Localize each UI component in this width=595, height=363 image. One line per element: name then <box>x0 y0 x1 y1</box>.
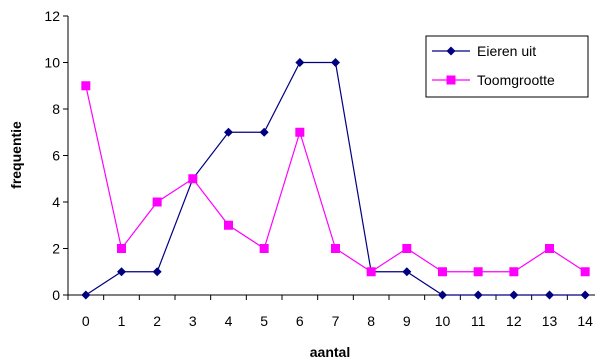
y-tick-label: 12 <box>44 8 60 24</box>
x-tick-label: 11 <box>471 313 486 329</box>
data-point <box>152 197 162 207</box>
data-point <box>473 290 483 300</box>
x-tick-label: 7 <box>332 313 340 329</box>
legend-item: Eieren uit <box>432 43 536 59</box>
data-point <box>509 290 519 300</box>
data-point <box>117 267 126 277</box>
data-point <box>259 244 269 253</box>
y-axis: 0 2 4 6 8 10 12 <box>44 8 69 303</box>
data-point <box>224 127 233 137</box>
legend-marker <box>446 46 456 56</box>
data-point <box>580 267 590 277</box>
data-point <box>366 267 376 277</box>
x-tick-label: 9 <box>403 313 411 329</box>
series-area <box>81 58 590 300</box>
x-tick-label: 12 <box>506 313 522 329</box>
y-tick-label: 6 <box>52 148 60 164</box>
data-point <box>117 244 126 253</box>
data-point <box>81 290 91 300</box>
data-point <box>509 267 519 277</box>
legend-marker <box>446 75 456 85</box>
x-tick-label: 5 <box>260 313 268 329</box>
data-point <box>81 81 91 91</box>
data-point <box>438 290 447 300</box>
data-point <box>545 244 554 253</box>
legend-label: Eieren uit <box>477 43 536 59</box>
legend: Eieren uit Toomgrootte <box>425 35 589 98</box>
legend-box <box>425 35 589 98</box>
y-tick-label: 0 <box>52 287 60 303</box>
legend-label: Toomgrootte <box>477 72 555 88</box>
data-point <box>259 127 269 137</box>
legend-item: Toomgrootte <box>432 72 555 88</box>
data-point <box>295 58 305 67</box>
y-tick-label: 8 <box>52 101 60 117</box>
x-axis: 0 1 2 3 4 5 6 7 8 9 10 11 12 13 14 <box>67 294 595 329</box>
data-point <box>580 290 590 300</box>
x-tick-label: 4 <box>225 313 233 329</box>
x-tick-label: 8 <box>367 313 375 329</box>
x-tick-label: 6 <box>296 313 304 329</box>
data-point <box>188 174 198 184</box>
x-tick-label: 0 <box>82 313 90 329</box>
data-point <box>402 244 412 253</box>
series-line <box>85 85 586 273</box>
data-point <box>438 267 447 277</box>
data-point <box>331 244 340 253</box>
x-tick-label: 13 <box>542 313 558 329</box>
data-point <box>295 127 305 137</box>
data-point <box>224 220 233 230</box>
data-point <box>402 267 412 277</box>
x-tick-label: 3 <box>189 313 197 329</box>
y-axis-title: frequentie <box>8 121 24 189</box>
series-1 <box>81 81 590 277</box>
y-tick-label: 2 <box>52 241 60 257</box>
y-tick-label: 10 <box>44 55 60 71</box>
data-point <box>152 267 162 277</box>
y-tick-label: 4 <box>52 194 60 210</box>
x-tick-label: 10 <box>435 313 451 329</box>
x-tick-label: 14 <box>577 313 593 329</box>
data-point <box>545 290 554 300</box>
data-point <box>331 58 340 67</box>
x-tick-label: 2 <box>153 313 161 329</box>
x-axis-title: aantal <box>310 344 350 360</box>
data-point <box>473 267 483 277</box>
x-tick-label: 1 <box>118 313 126 329</box>
